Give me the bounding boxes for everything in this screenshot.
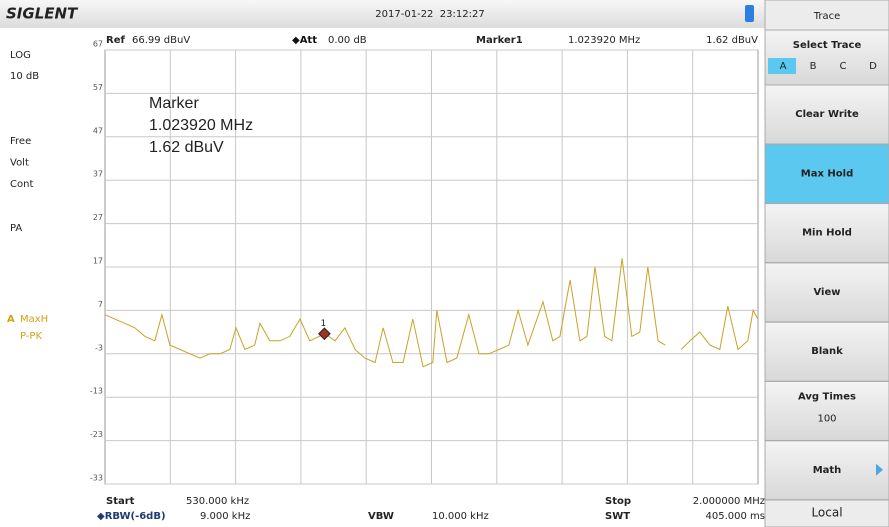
status-line: Volt <box>10 158 29 169</box>
marker <box>318 327 331 341</box>
marker-annotation: 1.023920 MHz <box>149 117 253 134</box>
trace-option[interactable]: C <box>840 61 847 72</box>
stop-value: 2.000000 MHz <box>693 496 765 507</box>
ref-value: 66.99 dBuV <box>132 35 190 46</box>
trace-option[interactable]: D <box>869 61 877 72</box>
y-tick-label: -33 <box>90 474 103 483</box>
button-label: Math <box>813 465 842 476</box>
y-tick-label: -23 <box>90 430 103 439</box>
button-label: Avg Times <box>798 392 856 403</box>
y-tick-label: 7 <box>98 300 103 309</box>
preamp: PA <box>10 223 22 234</box>
scale: LOG <box>10 50 31 61</box>
start-value: 530.000 kHz <box>186 496 249 507</box>
y-tick-label: 17 <box>93 257 103 266</box>
menu-button[interactable] <box>764 262 889 323</box>
vbw-label: VBW <box>368 511 394 522</box>
menu-button[interactable] <box>764 84 889 145</box>
trace-option[interactable]: A <box>780 61 787 72</box>
status-bar <box>764 499 889 527</box>
button-label: Min Hold <box>802 228 852 239</box>
y-tick-label: 37 <box>93 170 103 179</box>
rbw-value: 9.000 kHz <box>200 511 250 522</box>
trace-option[interactable]: B <box>810 61 817 72</box>
menu-button[interactable] <box>764 321 889 382</box>
select-area <box>764 29 889 86</box>
rbw-label: ◆RBW(-6dB) <box>97 511 166 522</box>
menu-button[interactable] <box>764 143 889 204</box>
y-tick-label: 47 <box>93 126 103 135</box>
marker-annotation: Marker <box>149 95 199 112</box>
vbw-value: 10.000 kHz <box>432 511 489 522</box>
menu-title: Trace <box>813 11 841 22</box>
button-label: View <box>813 287 840 298</box>
trace-mode: MaxH <box>20 314 48 325</box>
select-label: Select Trace <box>793 40 862 51</box>
logo: SIGLENT <box>6 5 79 23</box>
status-line: Free <box>10 136 31 147</box>
button-label: Clear Write <box>795 109 859 120</box>
y-tick-label: 27 <box>93 213 103 222</box>
trace <box>680 305 759 351</box>
trace-letter: A <box>7 314 15 325</box>
datetime: 2017-01-22 23:12:27 <box>375 9 484 20</box>
att-value: 0.00 dB <box>328 35 367 46</box>
swt-value: 405.000 ms <box>706 511 765 522</box>
menu-button[interactable] <box>764 203 889 264</box>
button-label: Max Hold <box>801 168 853 179</box>
att-label: ◆Att <box>292 35 317 46</box>
marker-annotation: 1.62 dBuV <box>149 139 224 156</box>
y-tick-label: -13 <box>90 387 103 396</box>
button-value: 100 <box>817 414 836 425</box>
ref-label: Ref <box>106 35 125 46</box>
trace-detector: P-PK <box>20 331 42 342</box>
top-bar <box>0 0 765 28</box>
division: 10 dB <box>10 71 39 82</box>
trace <box>104 258 666 368</box>
menu-button[interactable] <box>764 440 889 501</box>
swt-label: SWT <box>605 511 630 522</box>
status-line: Cont <box>10 179 33 190</box>
marker-level: 1.62 dBuV <box>706 35 758 46</box>
marker-label: Marker1 <box>476 35 523 46</box>
stop-label: Stop <box>605 496 631 507</box>
menu-button[interactable] <box>764 381 889 441</box>
y-tick-label: 67 <box>93 40 103 49</box>
usb-icon <box>745 5 754 22</box>
button-label: Blank <box>811 346 843 357</box>
status: Local <box>811 506 842 520</box>
submenu-arrow <box>876 463 883 476</box>
y-tick-label: -3 <box>95 343 103 352</box>
marker-number: 1 <box>321 319 327 329</box>
y-tick-label: 57 <box>93 83 103 92</box>
trace-selected <box>768 58 796 74</box>
marker-freq: 1.023920 MHz <box>568 35 640 46</box>
start-label: Start <box>106 496 135 507</box>
